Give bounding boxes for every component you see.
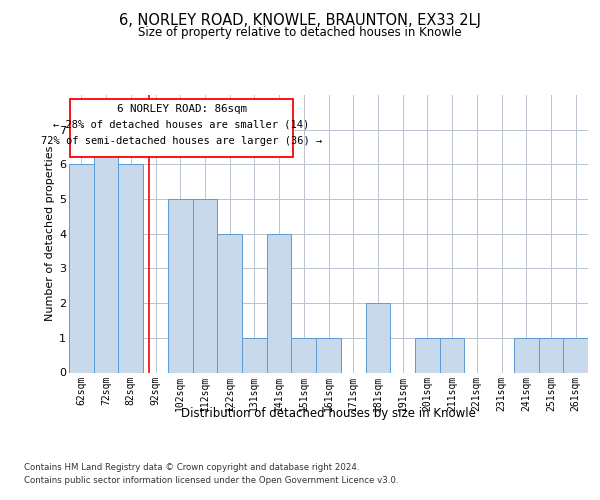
Text: Contains public sector information licensed under the Open Government Licence v3: Contains public sector information licen… — [24, 476, 398, 485]
Bar — [563, 338, 588, 372]
Bar — [242, 338, 267, 372]
Bar — [217, 234, 242, 372]
Bar — [365, 303, 390, 372]
Bar — [267, 234, 292, 372]
FancyBboxPatch shape — [70, 99, 293, 156]
Text: 6, NORLEY ROAD, KNOWLE, BRAUNTON, EX33 2LJ: 6, NORLEY ROAD, KNOWLE, BRAUNTON, EX33 2… — [119, 12, 481, 28]
Bar — [94, 130, 118, 372]
Text: 72% of semi-detached houses are larger (36) →: 72% of semi-detached houses are larger (… — [41, 136, 322, 145]
Bar — [440, 338, 464, 372]
Text: ← 28% of detached houses are smaller (14): ← 28% of detached houses are smaller (14… — [53, 120, 310, 130]
Bar — [514, 338, 539, 372]
Text: Contains HM Land Registry data © Crown copyright and database right 2024.: Contains HM Land Registry data © Crown c… — [24, 462, 359, 471]
Text: Size of property relative to detached houses in Knowle: Size of property relative to detached ho… — [138, 26, 462, 39]
Text: Distribution of detached houses by size in Knowle: Distribution of detached houses by size … — [181, 408, 476, 420]
Text: 6 NORLEY ROAD: 86sqm: 6 NORLEY ROAD: 86sqm — [116, 104, 247, 115]
Y-axis label: Number of detached properties: Number of detached properties — [45, 146, 55, 322]
Bar — [168, 199, 193, 372]
Bar — [316, 338, 341, 372]
Bar — [118, 164, 143, 372]
Bar — [292, 338, 316, 372]
Bar — [193, 199, 217, 372]
Bar — [539, 338, 563, 372]
Bar — [415, 338, 440, 372]
Bar — [69, 164, 94, 372]
